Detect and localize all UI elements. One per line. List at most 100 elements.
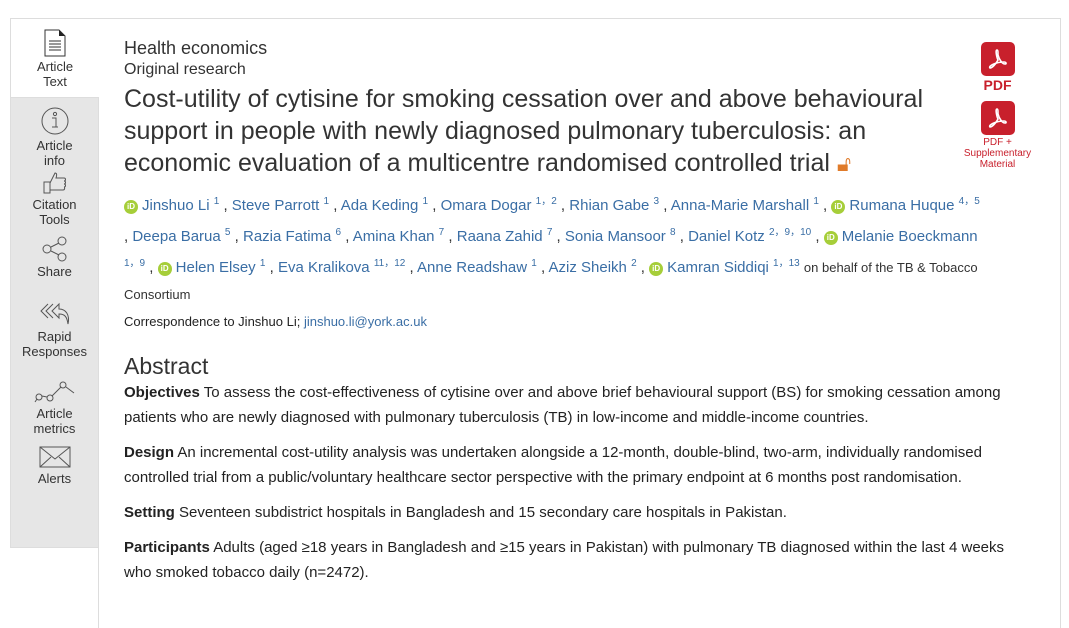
abstract-text: An incremental cost-utility analysis was… bbox=[124, 444, 982, 486]
affiliation-ref[interactable]: 7 bbox=[546, 227, 553, 238]
author-link[interactable]: Omara Dogar bbox=[440, 197, 532, 214]
downloads: PDF PDF + Supplementary Material bbox=[960, 42, 1035, 170]
abstract-heading: Abstract bbox=[124, 353, 209, 379]
affiliation-ref[interactable]: 1 bbox=[813, 196, 819, 207]
author-link[interactable]: Deepa Barua bbox=[132, 228, 221, 245]
abstract-label: Participants bbox=[124, 539, 210, 556]
author-link[interactable]: Steve Parrott bbox=[231, 197, 320, 214]
author: iD Melanie Boeckmann 1，9 bbox=[124, 228, 978, 276]
author: Steve Parrott 1 bbox=[231, 196, 330, 214]
pdf-icon bbox=[980, 101, 1015, 135]
abstract-label: Setting bbox=[124, 504, 175, 521]
affiliation-ref[interactable]: 1，9 bbox=[124, 258, 146, 269]
metrics-icon bbox=[34, 381, 74, 403]
orcid-icon[interactable]: iD bbox=[649, 262, 664, 276]
affiliation-ref[interactable]: 1，2 bbox=[535, 196, 557, 207]
affiliation-ref[interactable]: 1 bbox=[259, 258, 266, 269]
tab-article-info[interactable]: Article info bbox=[11, 106, 98, 171]
author-link[interactable]: Razia Fatima bbox=[243, 228, 332, 245]
consortium: on behalf of the TB & Tobacco Consortium bbox=[124, 260, 978, 302]
author-link[interactable]: Rumana Huque bbox=[849, 197, 955, 214]
author: iD Rumana Huque 4，5 bbox=[831, 196, 980, 214]
article-title: Cost-utility of cytisine for smoking ces… bbox=[124, 85, 924, 177]
affiliation-ref[interactable]: 5 bbox=[224, 227, 231, 238]
author: Raana Zahid 7 bbox=[456, 227, 553, 245]
author: Ada Keding 1 bbox=[340, 196, 429, 214]
abstract-body: Objectives To assess the cost-effectiven… bbox=[124, 380, 1044, 585]
affiliation-ref[interactable]: 1，13 bbox=[773, 258, 800, 269]
pdf-icon bbox=[980, 42, 1015, 76]
orcid-icon[interactable]: iD bbox=[157, 262, 172, 276]
envelope-icon bbox=[39, 446, 70, 468]
pdf-download-button[interactable]: PDF bbox=[960, 42, 1035, 93]
author-link[interactable]: Jinshuo Li bbox=[142, 197, 210, 214]
correspondence: Correspondence to Jinshuo Li; jinshuo.li… bbox=[124, 314, 427, 329]
abstract-label: Objectives bbox=[124, 384, 200, 401]
author-link[interactable]: Rhian Gabe bbox=[569, 197, 650, 214]
author-link[interactable]: Eva Kralikova bbox=[277, 259, 370, 276]
document-icon bbox=[44, 29, 66, 57]
share-icon bbox=[42, 236, 66, 262]
abstract-paragraph: Setting Seventeen subdistrict hospitals … bbox=[124, 500, 1034, 525]
abstract-text: To assess the cost-effectiveness of cyti… bbox=[124, 384, 1001, 426]
author-link[interactable]: Daniel Kotz bbox=[688, 228, 765, 245]
affiliation-ref[interactable]: 1 bbox=[422, 196, 429, 207]
orcid-icon[interactable]: iD bbox=[831, 200, 846, 214]
tab-citation-tools[interactable]: Citation Tools bbox=[11, 171, 98, 236]
tab-article-text[interactable]: Article Text bbox=[10, 18, 99, 98]
affiliation-ref[interactable]: 7 bbox=[438, 227, 445, 238]
author-link[interactable]: Helen Elsey bbox=[175, 259, 256, 276]
thumbs-up-icon bbox=[43, 172, 66, 194]
author: Deepa Barua 5 bbox=[132, 227, 231, 245]
author: Daniel Kotz 2，9，10 bbox=[688, 227, 812, 245]
affiliation-ref[interactable]: 1 bbox=[323, 196, 330, 207]
author-link[interactable]: Kamran Siddiqi bbox=[667, 259, 769, 276]
orcid-icon[interactable]: iD bbox=[124, 200, 138, 214]
affiliation-ref[interactable]: 2，9，10 bbox=[768, 227, 812, 238]
tab-article-metrics[interactable]: Article metrics bbox=[11, 380, 98, 445]
info-icon bbox=[41, 107, 68, 135]
tab-share[interactable]: Share bbox=[11, 236, 98, 301]
open-access-icon: 🔓︎ bbox=[836, 151, 852, 176]
author-link[interactable]: Aziz Sheikh bbox=[548, 259, 627, 276]
author-link[interactable]: Anna-Marie Marshall bbox=[670, 197, 810, 214]
author-link[interactable]: Melanie Boeckmann bbox=[841, 228, 978, 245]
affiliation-ref[interactable]: 11，12 bbox=[373, 258, 406, 269]
author-link[interactable]: Raana Zahid bbox=[456, 228, 543, 245]
correspondence-email-link[interactable]: jinshuo.li@york.ac.uk bbox=[303, 314, 427, 329]
author: Amina Khan 7 bbox=[352, 227, 445, 245]
reply-icon bbox=[39, 302, 69, 325]
author: Sonia Mansoor 8 bbox=[564, 227, 676, 245]
author: Anna-Marie Marshall 1 bbox=[670, 196, 819, 214]
author: Aziz Sheikh 2 bbox=[548, 258, 637, 276]
tab-alerts[interactable]: Alerts bbox=[11, 445, 98, 510]
abstract-text: Adults (aged ≥18 years in Bangladesh and… bbox=[124, 539, 1005, 581]
article-section: Health economics bbox=[124, 38, 268, 58]
abstract-paragraph: Design An incremental cost-utility analy… bbox=[124, 440, 1034, 490]
article-content: Health economics Original research Cost-… bbox=[124, 38, 1044, 595]
author: Rhian Gabe 3 bbox=[569, 196, 660, 214]
abstract-text: Seventeen subdistrict hospitals in Bangl… bbox=[174, 504, 787, 521]
author-link[interactable]: Amina Khan bbox=[352, 228, 435, 245]
pdf-supplementary-download-button[interactable]: PDF + Supplementary Material bbox=[960, 101, 1035, 170]
abstract-paragraph: Objectives To assess the cost-effectiven… bbox=[124, 380, 1034, 430]
author: iD Kamran Siddiqi 1，13 bbox=[649, 258, 800, 276]
author: Omara Dogar 1，2 bbox=[440, 196, 557, 214]
affiliation-ref[interactable]: 2 bbox=[631, 258, 637, 269]
author-list: iD Jinshuo Li 1 , Steve Parrott 1 , Ada K… bbox=[124, 196, 980, 302]
tab-rapid-responses[interactable]: Rapid Responses bbox=[11, 301, 98, 366]
author-link[interactable]: Ada Keding bbox=[340, 197, 419, 214]
orcid-icon[interactable]: iD bbox=[823, 231, 838, 245]
affiliation-ref[interactable]: 1 bbox=[213, 196, 220, 207]
affiliation-ref[interactable]: 3 bbox=[653, 196, 660, 207]
article-type: Original research bbox=[124, 61, 246, 78]
affiliation-ref[interactable]: 8 bbox=[669, 227, 676, 238]
author-link[interactable]: Sonia Mansoor bbox=[564, 228, 666, 245]
author: iD Helen Elsey 1 bbox=[157, 258, 266, 276]
author: Eva Kralikova 11，12 bbox=[277, 258, 406, 276]
affiliation-ref[interactable]: 6 bbox=[335, 227, 342, 238]
author: Anne Readshaw 1 bbox=[417, 258, 537, 276]
affiliation-ref[interactable]: 1 bbox=[531, 258, 537, 269]
affiliation-ref[interactable]: 4，5 bbox=[958, 196, 980, 207]
author-link[interactable]: Anne Readshaw bbox=[417, 259, 528, 276]
